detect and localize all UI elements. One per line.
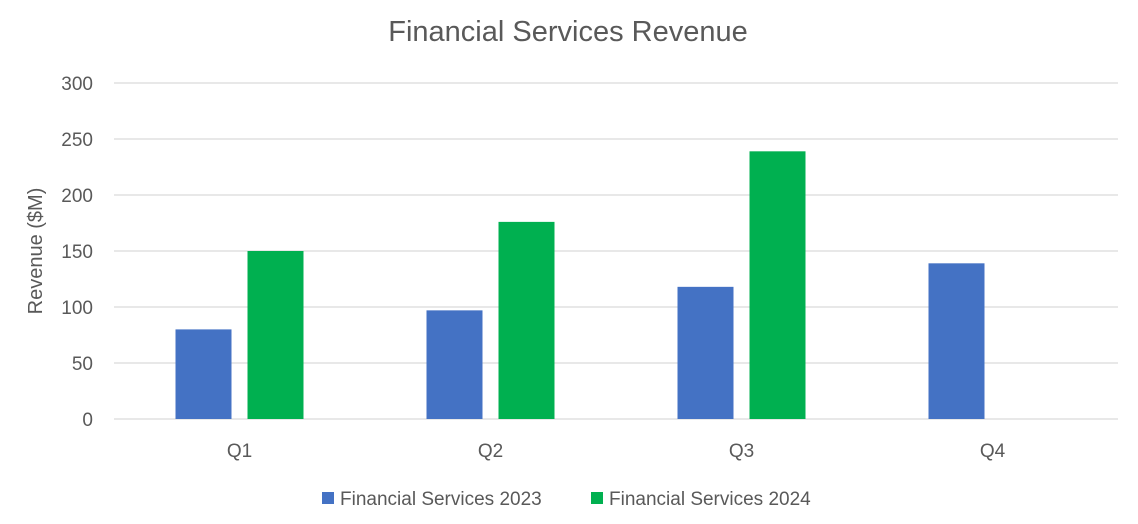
y-tick-label: 250 <box>61 130 93 151</box>
y-axis-label: Revenue ($M) <box>25 188 47 315</box>
y-tick-label: 0 <box>82 410 93 431</box>
bar-q3-series-1 <box>677 286 734 419</box>
bar-q4-series-1 <box>928 263 985 419</box>
bar-q2-series-1 <box>426 310 483 419</box>
legend-swatch <box>322 492 334 504</box>
y-axis-ticks: 0 50 100 150 200 250 300 <box>61 74 93 431</box>
y-tick-label: 200 <box>61 186 93 207</box>
y-tick-label: 150 <box>61 242 93 263</box>
bar-q1-series-2 <box>247 251 304 419</box>
legend-swatch <box>591 492 603 504</box>
bar-q2-series-2 <box>498 221 555 419</box>
legend-label: Financial Services 2024 <box>609 489 811 510</box>
legend-label: Financial Services 2023 <box>340 489 542 510</box>
bar-q3-series-2 <box>749 151 806 419</box>
y-tick-label: 300 <box>61 74 93 95</box>
x-tick-label: Q4 <box>980 441 1006 462</box>
x-axis-ticks: Q1 Q2 Q3 Q4 <box>227 441 1006 462</box>
chart-title: Financial Services Revenue <box>388 16 747 48</box>
y-tick-label: 100 <box>61 298 93 319</box>
x-tick-label: Q1 <box>227 441 252 462</box>
bar-q1-series-1 <box>175 329 232 419</box>
y-tick-label: 50 <box>72 354 93 375</box>
bars <box>175 151 985 419</box>
legend: Financial Services 2023 Financial Service… <box>322 489 811 510</box>
x-tick-label: Q2 <box>478 441 503 462</box>
x-tick-label: Q3 <box>729 441 754 462</box>
